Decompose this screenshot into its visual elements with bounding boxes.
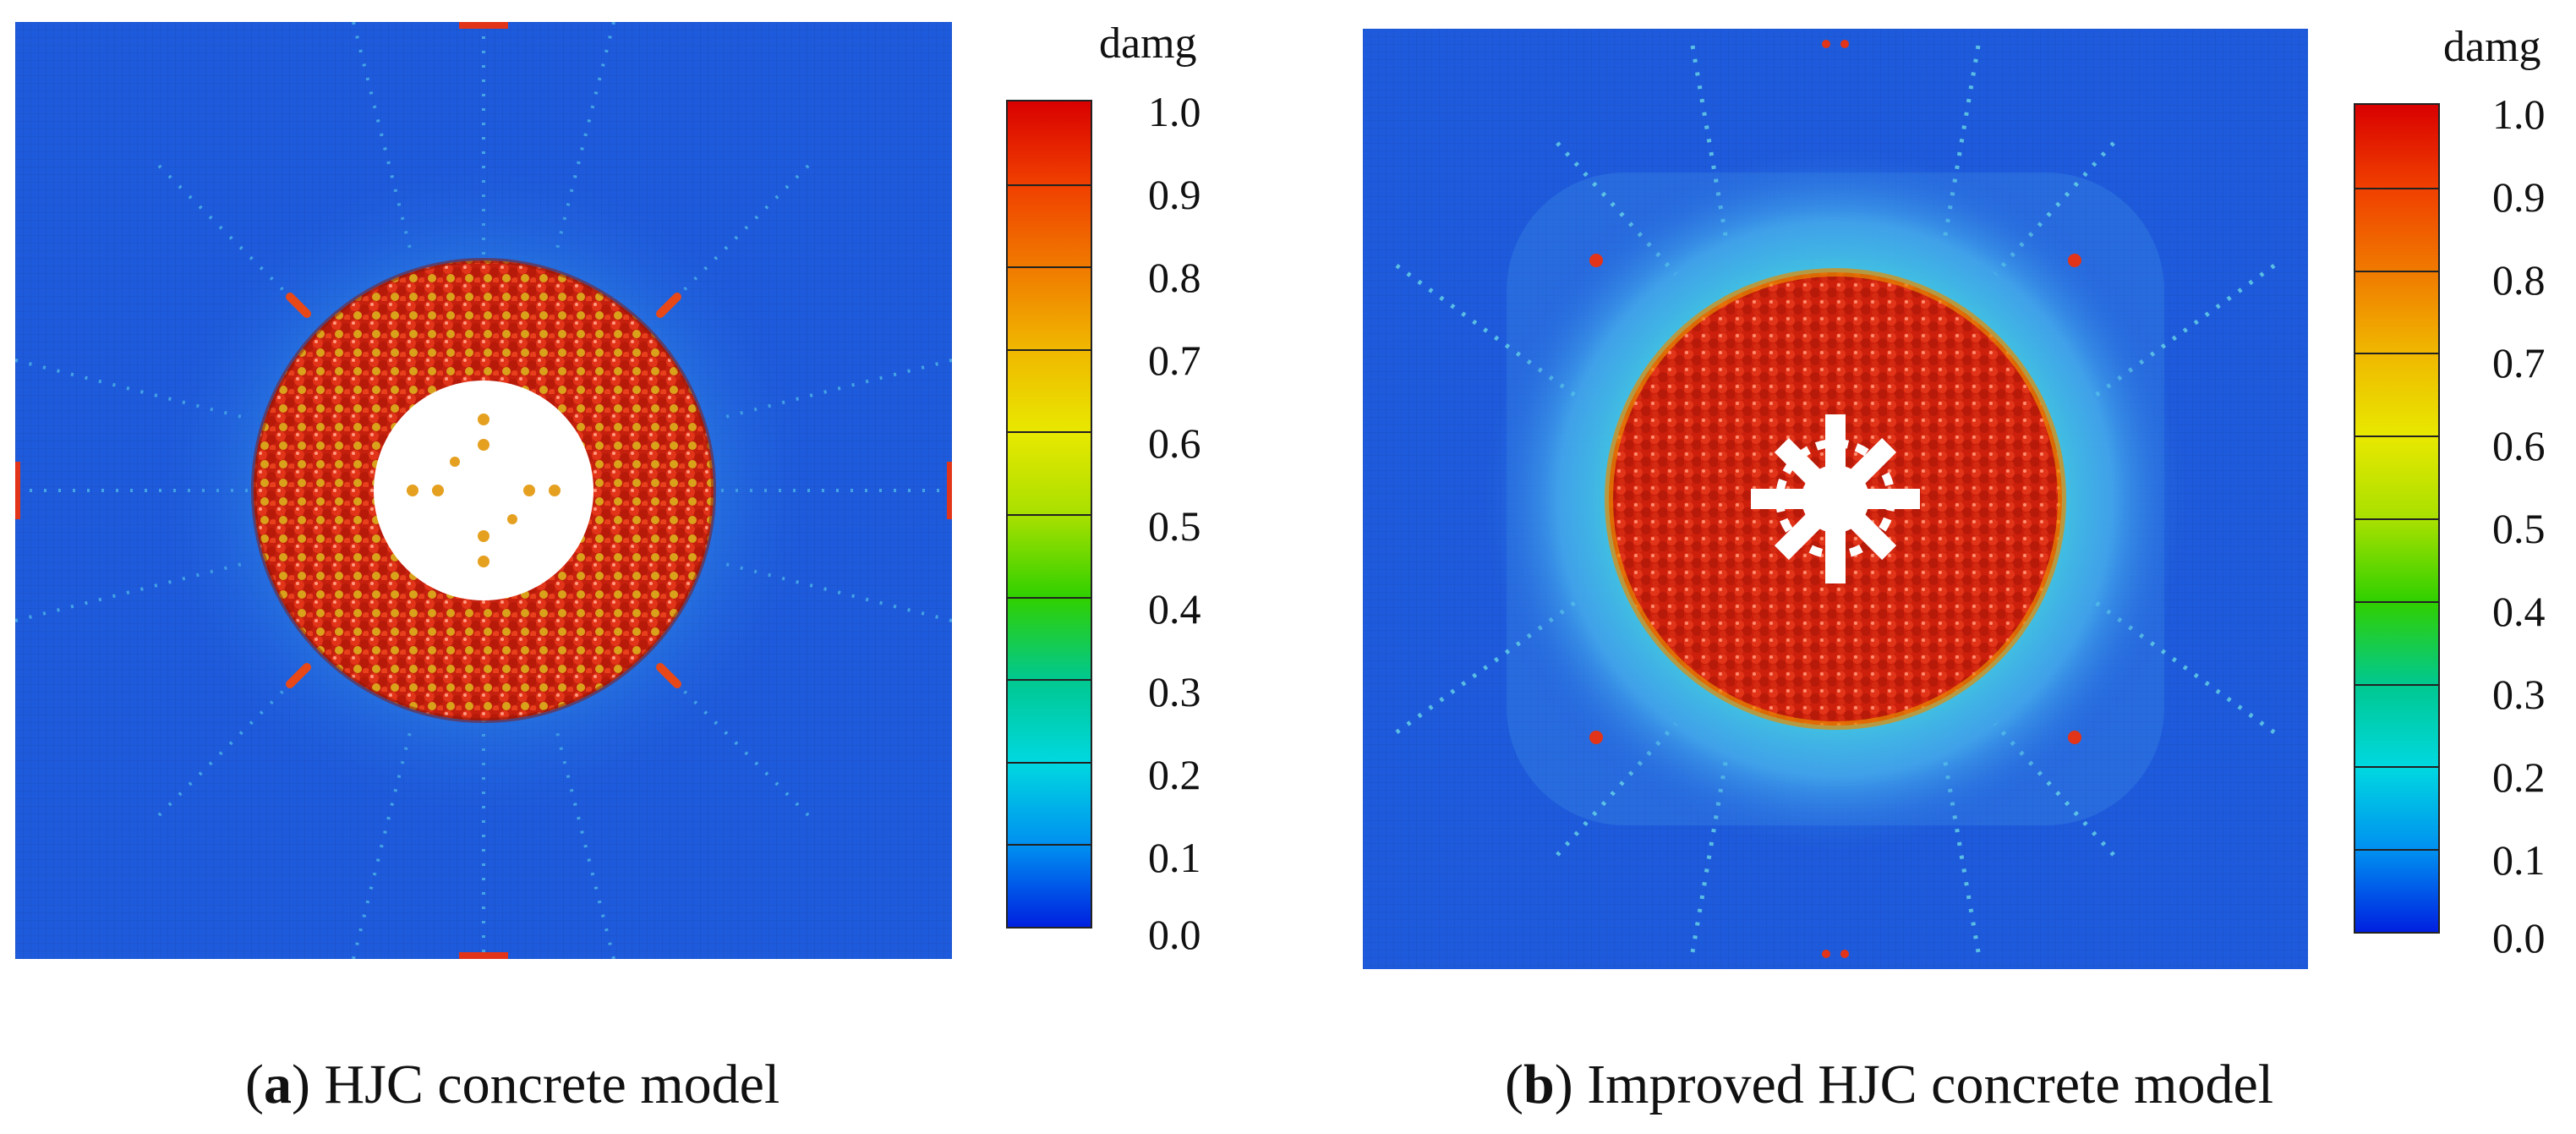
colorbar-tick: 0.2 (1148, 751, 1201, 798)
colorbar-a (1006, 100, 1092, 929)
colorbar-tick: 0.8 (2492, 256, 2546, 304)
colorbar-tick: 0.8 (1148, 254, 1201, 301)
damage-contour-svg-b (1363, 29, 2308, 969)
caption-letter-a: a (263, 1054, 292, 1115)
colorbar-seg (1008, 514, 1091, 597)
colorbar-tick: 0.6 (2492, 422, 2546, 469)
colorbar-seg (1008, 184, 1091, 267)
colorbar-seg (2355, 518, 2438, 601)
caption-text-a: HJC concrete model (324, 1054, 780, 1115)
colorbar-seg (1008, 761, 1091, 845)
colorbar-tick: 0.1 (1148, 834, 1201, 881)
colorbar-seg (1008, 101, 1091, 184)
colorbar-tick: 0.4 (2492, 588, 2546, 635)
colorbar-tick: 0.4 (1148, 585, 1201, 633)
caption-text-b: Improved HJC concrete model (1587, 1054, 2274, 1115)
colorbar-tick: 0.0 (1148, 911, 1201, 958)
colorbar-seg (1008, 266, 1091, 349)
colorbar-seg (2355, 849, 2438, 932)
colorbar-tick: 0.5 (1148, 502, 1201, 550)
damage-contour-plot-b (1363, 29, 2308, 969)
colorbar-seg (2355, 105, 2438, 188)
colorbar-tick: 0.0 (2492, 914, 2546, 961)
damage-contour-plot-a (15, 22, 952, 959)
caption-b: (b) Improved HJC concrete model (1505, 1054, 2274, 1115)
colorbar-seg (1008, 431, 1091, 514)
colorbar-seg (2355, 187, 2438, 271)
colorbar-seg (2355, 766, 2438, 850)
colorbar-tick: 0.9 (2492, 173, 2546, 221)
colorbar-tick: 0.1 (2492, 836, 2546, 884)
caption-letter-b: b (1523, 1054, 1555, 1115)
colorbar-tick: 0.9 (1148, 171, 1201, 218)
colorbar-seg (1008, 679, 1091, 762)
colorbar-seg (2355, 600, 2438, 684)
colorbar-tick: 1.0 (2492, 90, 2546, 138)
colorbar-tick: 0.3 (2492, 671, 2546, 718)
colorbar-seg (1008, 596, 1091, 680)
colorbar-seg (1008, 348, 1091, 432)
colorbar-seg (2355, 270, 2438, 353)
colorbar-title-b: damg (2443, 23, 2541, 71)
colorbar-tick: 0.5 (2492, 505, 2546, 552)
colorbar-tick: 0.2 (2492, 753, 2546, 801)
colorbar-seg (2355, 436, 2438, 518)
colorbar-tick: 0.6 (1148, 419, 1201, 467)
caption-a: (a) HJC concrete model (245, 1054, 780, 1115)
colorbar-tick: 1.0 (1148, 88, 1201, 135)
damage-contour-svg-a (15, 22, 952, 959)
colorbar-seg (1008, 844, 1091, 927)
colorbar-b (2354, 103, 2440, 934)
colorbar-tick: 0.7 (2492, 339, 2546, 386)
colorbar-seg (2355, 683, 2438, 767)
colorbar-title-a: damg (1099, 19, 1197, 68)
colorbar-tick: 0.7 (1148, 337, 1201, 384)
colorbar-tick: 0.3 (1148, 668, 1201, 715)
colorbar-seg (2355, 353, 2438, 436)
